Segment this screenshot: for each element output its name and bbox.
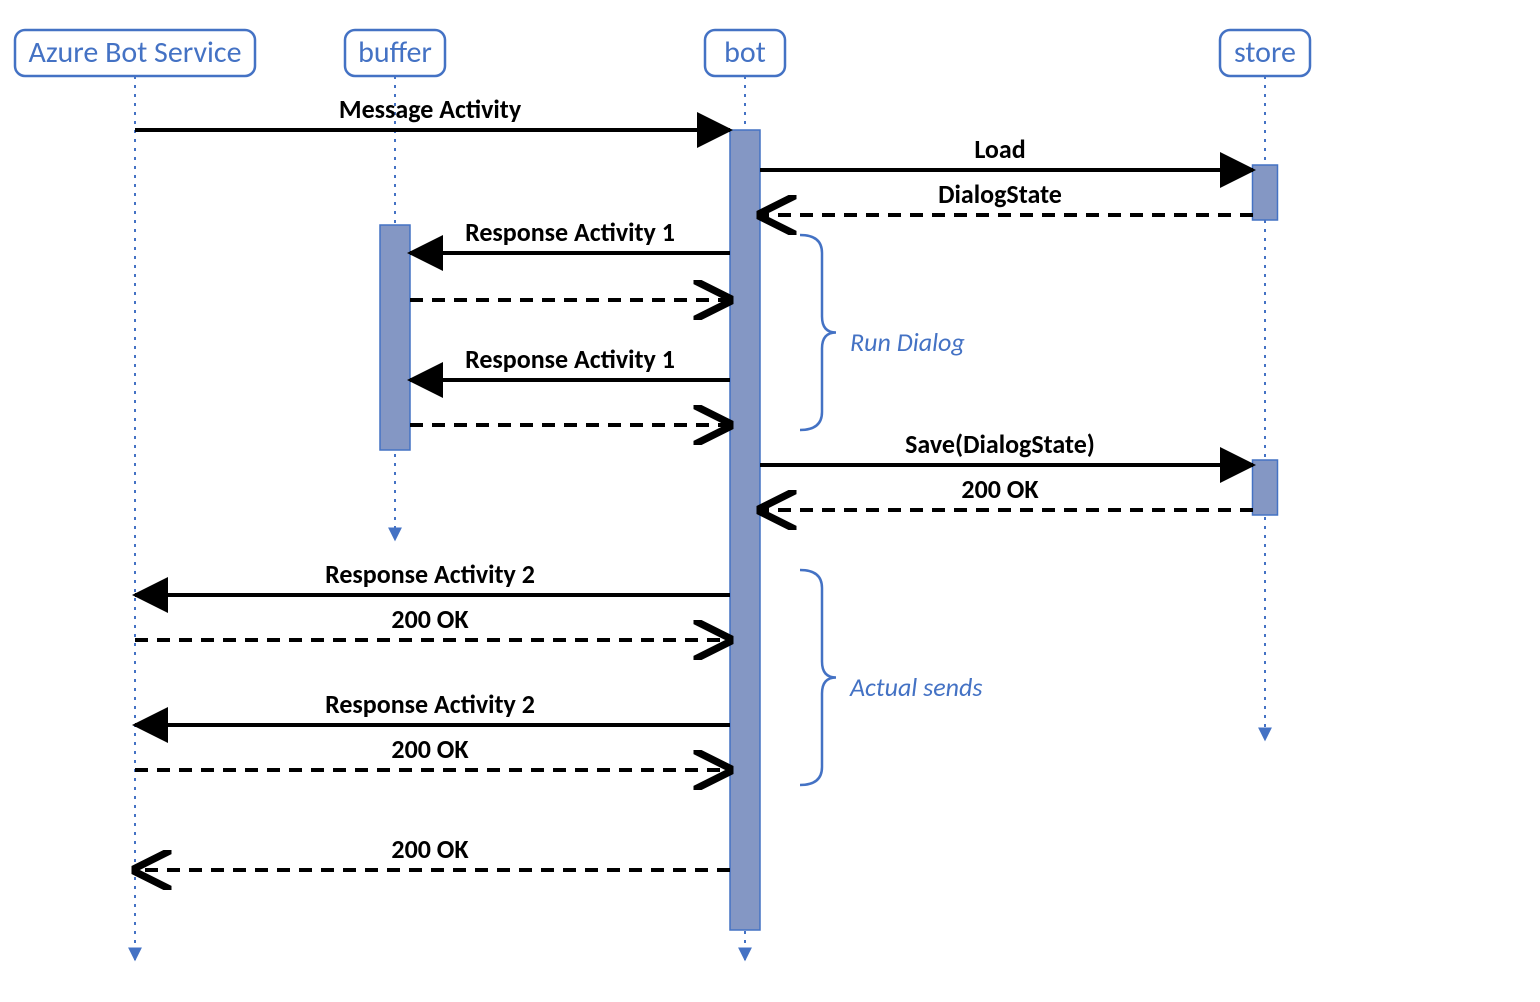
message-label: Response Activity 2 [325, 688, 535, 720]
message-label: 200 OK [391, 733, 469, 765]
activation-buffer [380, 225, 410, 450]
message-label: Response Activity 1 [465, 343, 675, 375]
sequence-diagram: Azure Bot Service buffer bot store Message A… [0, 0, 1540, 1002]
brace-label: Actual sends [849, 671, 983, 703]
message: Response Activity 2 [135, 688, 730, 725]
message-label: 200 OK [391, 833, 469, 865]
activation-bot [730, 130, 760, 930]
participant-label-buffer: buffer [358, 34, 432, 71]
message: 200 OK [135, 733, 730, 770]
participant-label-store: store [1234, 34, 1296, 71]
message-label: DialogState [938, 178, 1062, 210]
brace-label: Run Dialog [850, 326, 965, 358]
message: Load [760, 133, 1253, 170]
activation-store [1253, 165, 1278, 220]
message: DialogState [760, 178, 1253, 215]
participant-label-abs: Azure Bot Service [28, 34, 241, 71]
message: Save(DialogState) [760, 428, 1253, 465]
participant-store: store [1220, 30, 1310, 76]
activation-store [1253, 460, 1278, 515]
brace [800, 570, 836, 785]
message-label: Message Activity [339, 93, 522, 125]
message-label: 200 OK [961, 473, 1039, 505]
message: 200 OK [135, 833, 730, 870]
message: 200 OK [135, 603, 730, 640]
message: Response Activity 1 [410, 216, 730, 253]
message: 200 OK [760, 473, 1253, 510]
participant-bot: bot [705, 30, 785, 76]
message-label: 200 OK [391, 603, 469, 635]
participant-buffer: buffer [345, 30, 445, 76]
message: Message Activity [135, 93, 730, 130]
message-label: Load [974, 133, 1025, 165]
message-label: Response Activity 1 [465, 216, 675, 248]
message-label: Response Activity 2 [325, 558, 535, 590]
participant-label-bot: bot [724, 34, 766, 71]
participant-abs: Azure Bot Service [15, 30, 255, 76]
message: Response Activity 2 [135, 558, 730, 595]
brace [800, 235, 836, 430]
message-label: Save(DialogState) [905, 428, 1095, 460]
message: Response Activity 1 [410, 343, 730, 380]
